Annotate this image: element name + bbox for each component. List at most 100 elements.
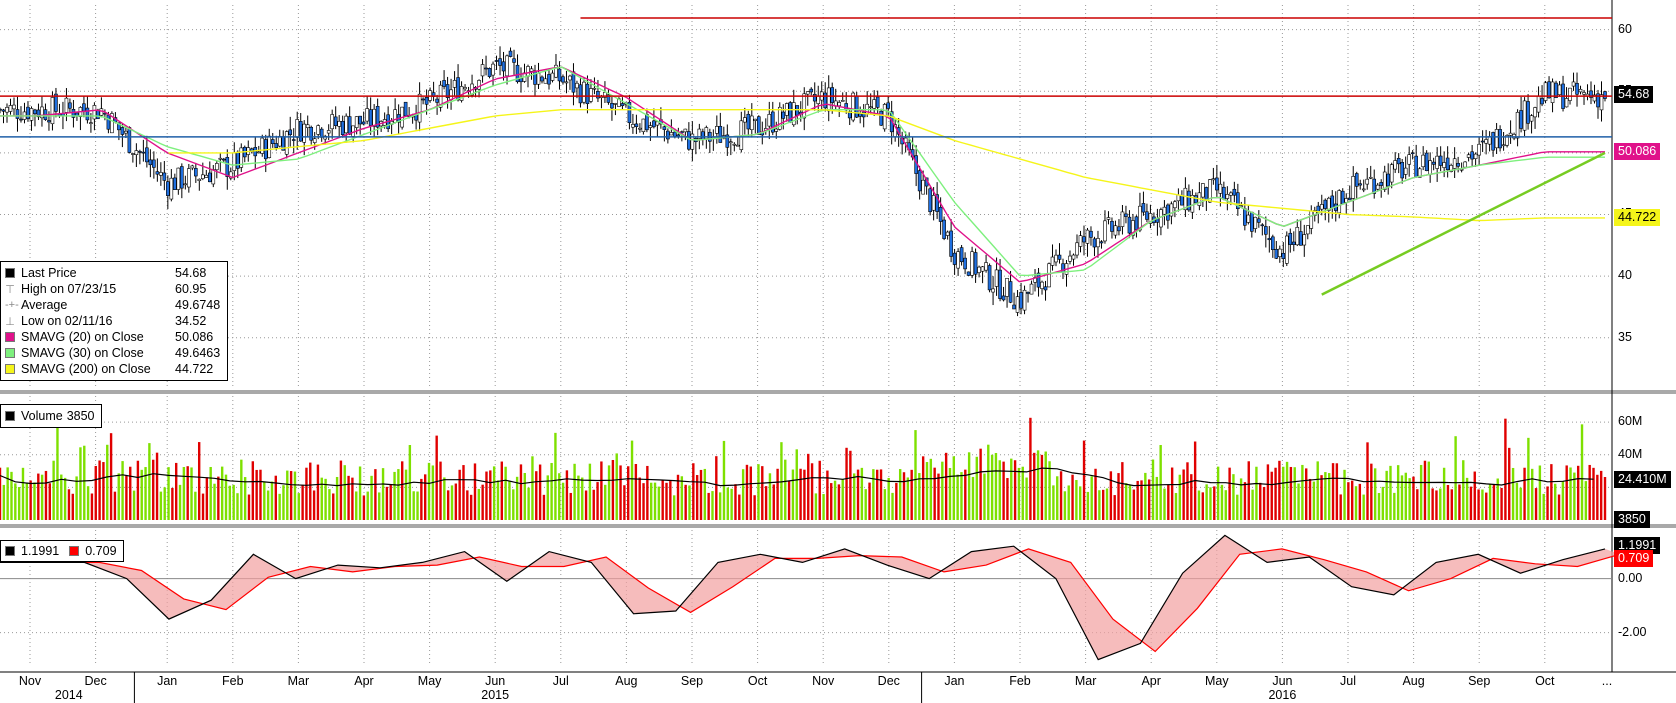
volume-bar xyxy=(1220,484,1224,520)
price-candle xyxy=(1075,242,1079,256)
volume-bar xyxy=(1090,476,1093,520)
price-candle xyxy=(141,151,146,154)
price-candle xyxy=(826,87,831,112)
price-candle xyxy=(568,75,572,81)
volume-bar xyxy=(707,492,710,520)
volume-bar xyxy=(332,493,335,520)
price-candle xyxy=(145,147,149,163)
price-candle xyxy=(228,171,233,179)
price-candle xyxy=(138,151,142,153)
volume-bar xyxy=(1132,489,1136,520)
volume-bar xyxy=(1439,488,1442,520)
volume-bar xyxy=(1151,459,1155,520)
volume-bar xyxy=(152,459,155,520)
volume-bar xyxy=(864,489,867,520)
volume-bar xyxy=(324,478,327,520)
legend-label: SMAVG (30) on Close xyxy=(21,346,144,360)
volume-bar xyxy=(1002,461,1005,520)
volume-bar xyxy=(615,453,618,520)
volume-bar xyxy=(1128,485,1132,520)
volume-bar xyxy=(374,469,377,520)
volume-bar xyxy=(1469,486,1473,520)
price-candle xyxy=(938,206,943,222)
month-label: Sep xyxy=(680,674,704,688)
volume-bar xyxy=(293,471,297,520)
legend-label: High on 07/23/15 xyxy=(21,282,117,296)
price-candle xyxy=(1194,195,1198,204)
price-candle xyxy=(1470,151,1474,160)
volume-bar xyxy=(1048,461,1051,520)
price-candle xyxy=(1330,195,1335,209)
price-candle xyxy=(221,158,226,161)
volume-bar xyxy=(1121,462,1124,520)
price-candle xyxy=(1141,203,1146,213)
price-candle xyxy=(117,122,121,131)
volume-bar xyxy=(1262,487,1266,520)
price-candle xyxy=(1365,178,1370,185)
price-candle xyxy=(1124,213,1128,217)
price-candle xyxy=(802,93,807,119)
volume-bar xyxy=(496,480,500,520)
price-candle xyxy=(1173,201,1177,209)
legend-glyph-icon: -+- xyxy=(5,299,19,311)
volume-bar xyxy=(1029,417,1032,520)
price-candle xyxy=(837,102,842,107)
volume-bar xyxy=(604,484,607,520)
price-candle xyxy=(1382,171,1387,190)
volume-bar xyxy=(370,475,373,520)
volume-bar xyxy=(619,465,622,520)
volume-bar xyxy=(1117,473,1120,520)
price-candle xyxy=(791,102,796,126)
price-candle xyxy=(564,81,569,84)
price-candle xyxy=(1288,232,1293,245)
price-candle xyxy=(1347,197,1352,201)
volume-bar xyxy=(1312,481,1316,520)
volume-bar xyxy=(887,477,890,520)
price-candle xyxy=(1019,292,1023,309)
volume-bar xyxy=(722,440,726,520)
price-candle xyxy=(494,60,499,62)
price-candle xyxy=(1134,216,1139,230)
price-candle xyxy=(1246,214,1251,223)
price-candle xyxy=(945,231,950,236)
volume-bar xyxy=(818,460,821,520)
price-candle xyxy=(756,116,761,135)
volume-bar xyxy=(688,485,691,520)
price-candle xyxy=(1438,155,1443,166)
legend-value: 34.52 xyxy=(175,314,207,328)
price-candle xyxy=(337,120,341,127)
price-candle xyxy=(585,83,590,105)
price-candle xyxy=(344,115,348,134)
volume-bar xyxy=(255,469,258,520)
price-candle xyxy=(449,89,453,100)
price-candle xyxy=(1340,190,1345,205)
price-candle xyxy=(235,151,240,169)
price-candle xyxy=(403,101,408,117)
volume-bar xyxy=(692,463,695,520)
price-candle xyxy=(1498,129,1502,149)
price-candle xyxy=(1047,263,1051,288)
volume-bar xyxy=(1036,450,1040,520)
volume-bar xyxy=(826,470,829,520)
volume-bar xyxy=(1071,474,1074,520)
price-candle xyxy=(29,108,34,121)
legend-label: SMAVG (200) on Close xyxy=(21,362,151,376)
volume-bar xyxy=(1500,487,1503,520)
volume-bar xyxy=(1155,476,1159,520)
volume-bar xyxy=(278,493,281,520)
volume-bar xyxy=(661,479,664,520)
volume-value-tag: 24.410M xyxy=(1614,471,1671,489)
volume-bar xyxy=(588,463,592,520)
price-candle xyxy=(1372,178,1377,194)
volume-bar xyxy=(1596,474,1599,520)
volume-bar xyxy=(596,482,599,520)
volume-bar xyxy=(1492,484,1496,520)
price-candle xyxy=(690,133,695,150)
volume-bar xyxy=(106,444,109,520)
price-candle xyxy=(148,159,153,166)
volume-bar xyxy=(768,473,772,520)
volume-bar xyxy=(1431,488,1434,520)
price-candle xyxy=(1008,281,1013,303)
legend-value: 44.722 xyxy=(175,362,214,376)
volume-bar xyxy=(830,483,833,520)
